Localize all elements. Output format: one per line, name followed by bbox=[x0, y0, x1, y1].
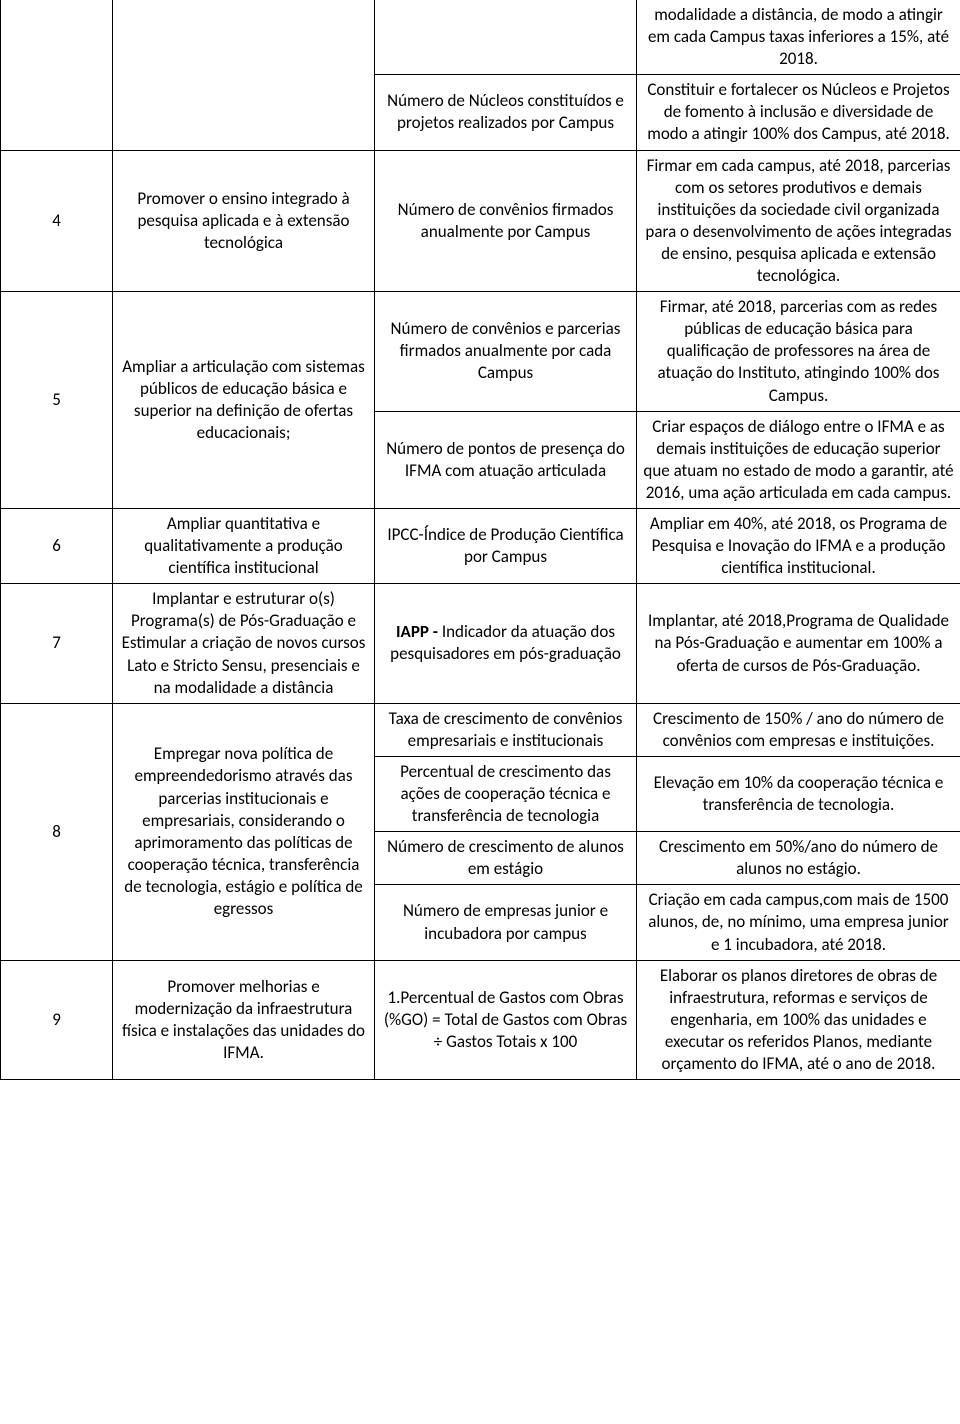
row-number: 7 bbox=[1, 584, 113, 703]
indicator-cell: Número de crescimento de alunos em estág… bbox=[375, 832, 637, 885]
objective-cell: Promover melhorias e modernização da inf… bbox=[113, 960, 375, 1079]
table-cell bbox=[375, 0, 637, 75]
objective-cell: Ampliar a articulação com sistemas públi… bbox=[113, 292, 375, 509]
goal-cell: Firmar, até 2018, parcerias com as redes… bbox=[637, 292, 960, 411]
table-cell: Constituir e fortalecer os Núcleos e Pro… bbox=[637, 75, 960, 150]
indicator-cell: Número de convênios e parcerias firmados… bbox=[375, 292, 637, 411]
table-cell bbox=[113, 0, 375, 150]
indicator-cell: Taxa de crescimento de convênios empresa… bbox=[375, 703, 637, 756]
indicator-bold: IAPP - bbox=[396, 621, 438, 642]
indicator-cell: Número de convênios firmados anualmente … bbox=[375, 150, 637, 292]
indicator-cell: 1.Percentual de Gastos com Obras (%GO) =… bbox=[375, 960, 637, 1079]
objective-cell: Empregar nova política de empreendedoris… bbox=[113, 703, 375, 960]
objective-cell: Implantar e estruturar o(s) Programa(s) … bbox=[113, 584, 375, 703]
goal-cell: Implantar, até 2018,Programa de Qualidad… bbox=[637, 584, 960, 703]
table-cell: modalidade a distância, de modo a atingi… bbox=[637, 0, 960, 75]
goal-cell: Criar espaços de diálogo entre o IFMA e … bbox=[637, 411, 960, 508]
indicator-cell: Número de empresas junior e incubadora p… bbox=[375, 885, 637, 960]
row-number: 4 bbox=[1, 150, 113, 292]
goal-cell: Crescimento em 50%/ano do número de alun… bbox=[637, 832, 960, 885]
table-cell bbox=[1, 0, 113, 150]
goal-cell: Elaborar os planos diretores de obras de… bbox=[637, 960, 960, 1079]
objective-cell: Promover o ensino integrado à pesquisa a… bbox=[113, 150, 375, 292]
row-number: 9 bbox=[1, 960, 113, 1079]
goal-cell: Criação em cada campus,com mais de 1500 … bbox=[637, 885, 960, 960]
goal-cell: Ampliar em 40%, até 2018, os Programa de… bbox=[637, 508, 960, 583]
goal-cell: Elevação em 10% da cooperação técnica e … bbox=[637, 756, 960, 831]
goal-cell: Crescimento de 150% / ano do número de c… bbox=[637, 703, 960, 756]
table-cell: Número de Núcleos constituídos e projeto… bbox=[375, 75, 637, 150]
indicator-cell: IPCC-Índice de Produção Científica por C… bbox=[375, 508, 637, 583]
indicator-cell: IAPP - Indicador da atuação dos pesquisa… bbox=[375, 584, 637, 703]
indicator-cell: Número de pontos de presença do IFMA com… bbox=[375, 411, 637, 508]
goal-cell: Firmar em cada campus, até 2018, parceri… bbox=[637, 150, 960, 292]
indicator-cell: Percentual de crescimento das ações de c… bbox=[375, 756, 637, 831]
objectives-table: modalidade a distância, de modo a atingi… bbox=[0, 0, 960, 1080]
row-number: 8 bbox=[1, 703, 113, 960]
objective-cell: Ampliar quantitativa e qualitativamente … bbox=[113, 508, 375, 583]
row-number: 5 bbox=[1, 292, 113, 509]
row-number: 6 bbox=[1, 508, 113, 583]
